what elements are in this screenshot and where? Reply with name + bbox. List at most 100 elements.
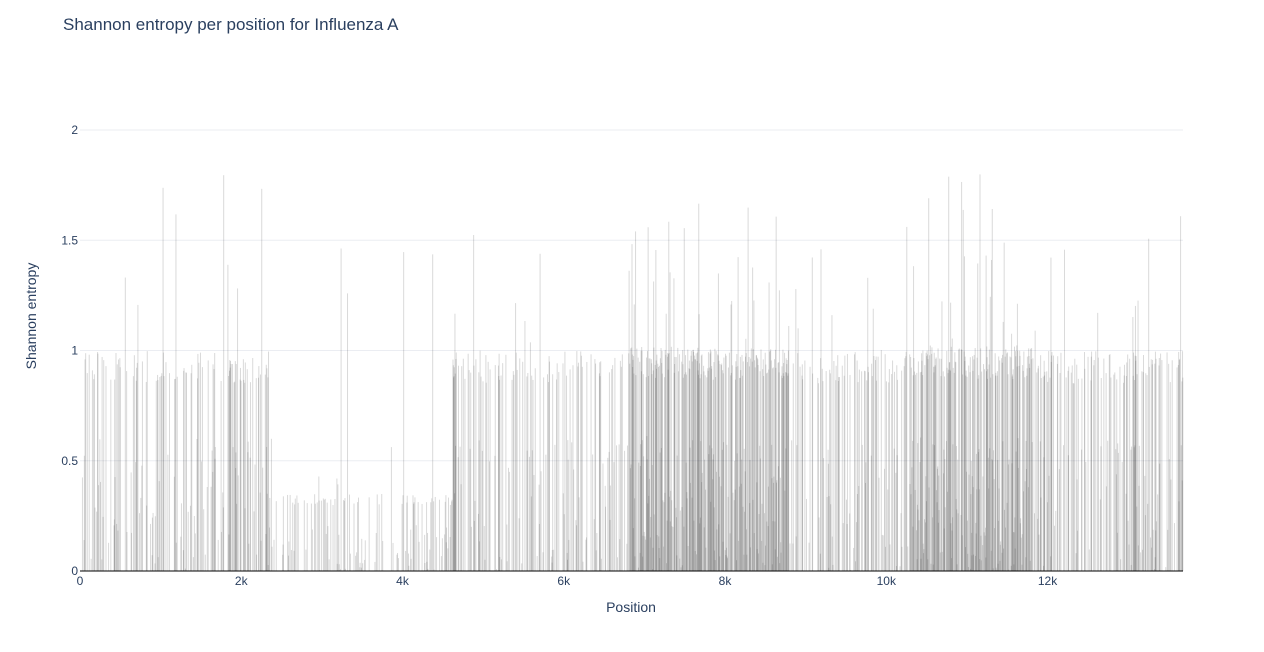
entropy-bar	[950, 523, 952, 571]
entropy-bar	[572, 365, 574, 571]
entropy-bar	[194, 533, 196, 571]
entropy-bar	[1083, 352, 1085, 571]
entropy-bar	[459, 446, 461, 571]
entropy-bar	[1014, 548, 1016, 571]
entropy-bar	[1044, 371, 1046, 571]
entropy-bar	[996, 371, 998, 571]
entropy-bar	[665, 313, 667, 571]
entropy-bar	[691, 497, 693, 571]
entropy-bar	[649, 537, 651, 571]
entropy-bar	[665, 354, 667, 571]
entropy-bar	[259, 374, 261, 571]
entropy-bar	[912, 440, 914, 571]
entropy-bar	[1002, 354, 1004, 571]
entropy-bar	[732, 492, 734, 571]
entropy-bar	[1154, 351, 1156, 571]
entropy-bar	[160, 375, 162, 571]
entropy-bar	[797, 353, 799, 571]
entropy-bar	[1007, 464, 1009, 571]
entropy-bar	[721, 449, 723, 571]
entropy-bar	[903, 366, 905, 571]
entropy-bar	[484, 559, 486, 571]
entropy-bar	[1051, 355, 1053, 571]
entropy-bar	[638, 462, 640, 571]
entropy-bar	[629, 468, 631, 571]
entropy-bar	[619, 539, 621, 571]
entropy-bar	[801, 375, 803, 571]
entropy-bar	[101, 356, 103, 571]
entropy-bar	[605, 506, 607, 571]
entropy-bar	[783, 362, 785, 571]
entropy-bar	[130, 532, 132, 571]
entropy-bar	[762, 562, 764, 571]
entropy-bar	[441, 538, 443, 571]
entropy-bar	[717, 273, 719, 571]
entropy-bar	[870, 455, 872, 571]
entropy-bar	[912, 375, 914, 571]
entropy-bar	[938, 475, 940, 571]
entropy-bar	[705, 489, 707, 571]
entropy-bar	[934, 366, 936, 571]
entropy-bar	[703, 365, 705, 571]
entropy-bar	[985, 255, 987, 571]
entropy-bar	[641, 347, 643, 571]
entropy-bar	[554, 444, 556, 571]
entropy-bar	[722, 541, 724, 571]
entropy-bar	[228, 375, 230, 571]
entropy-bar	[731, 300, 733, 571]
entropy-bar	[924, 522, 926, 571]
entropy-bar	[745, 338, 747, 571]
entropy-bar	[783, 376, 785, 571]
entropy-bar	[838, 377, 840, 571]
entropy-bar	[648, 478, 650, 571]
entropy-bar	[880, 350, 882, 571]
entropy-bar	[660, 348, 662, 571]
entropy-bar	[936, 468, 938, 571]
entropy-bar	[698, 203, 700, 571]
entropy-bar	[344, 568, 346, 571]
entropy-bar	[752, 349, 754, 571]
entropy-bar	[739, 378, 741, 571]
entropy-bar	[969, 357, 971, 571]
entropy-bar	[1138, 445, 1140, 571]
entropy-bar	[349, 553, 351, 571]
entropy-bar	[661, 350, 663, 571]
entropy-bar	[1085, 461, 1087, 571]
entropy-bar	[94, 507, 96, 571]
entropy-bar	[982, 476, 984, 571]
entropy-bar	[654, 364, 656, 571]
entropy-bar	[506, 561, 508, 571]
entropy-bar	[849, 374, 851, 571]
entropy-bar	[961, 349, 963, 571]
entropy-bar	[451, 501, 453, 571]
entropy-bar	[334, 499, 336, 571]
entropy-bar	[235, 468, 237, 571]
entropy-bar	[1019, 350, 1021, 571]
entropy-bar	[1157, 494, 1159, 571]
entropy-bar	[338, 564, 340, 571]
entropy-bar	[464, 378, 466, 571]
entropy-bar	[211, 450, 213, 571]
entropy-bar	[234, 361, 236, 571]
entropy-bar	[781, 375, 783, 571]
entropy-bar	[687, 349, 689, 571]
entropy-bar	[660, 447, 662, 571]
entropy-bar	[935, 358, 937, 571]
entropy-bar	[252, 358, 254, 571]
entropy-bar	[729, 533, 731, 571]
entropy-bar	[633, 373, 635, 571]
entropy-bar	[693, 520, 695, 571]
entropy-bar	[1042, 376, 1044, 571]
entropy-bar	[822, 381, 824, 571]
entropy-bar	[756, 549, 758, 571]
entropy-bar	[1002, 441, 1004, 571]
entropy-bar	[771, 444, 773, 571]
entropy-bar	[944, 376, 946, 571]
entropy-bar	[207, 360, 209, 571]
entropy-bar	[237, 475, 239, 571]
entropy-bar	[688, 360, 690, 571]
entropy-bar	[820, 249, 822, 571]
entropy-bar	[434, 496, 436, 571]
entropy-bar	[642, 556, 644, 571]
entropy-bar	[455, 445, 457, 571]
